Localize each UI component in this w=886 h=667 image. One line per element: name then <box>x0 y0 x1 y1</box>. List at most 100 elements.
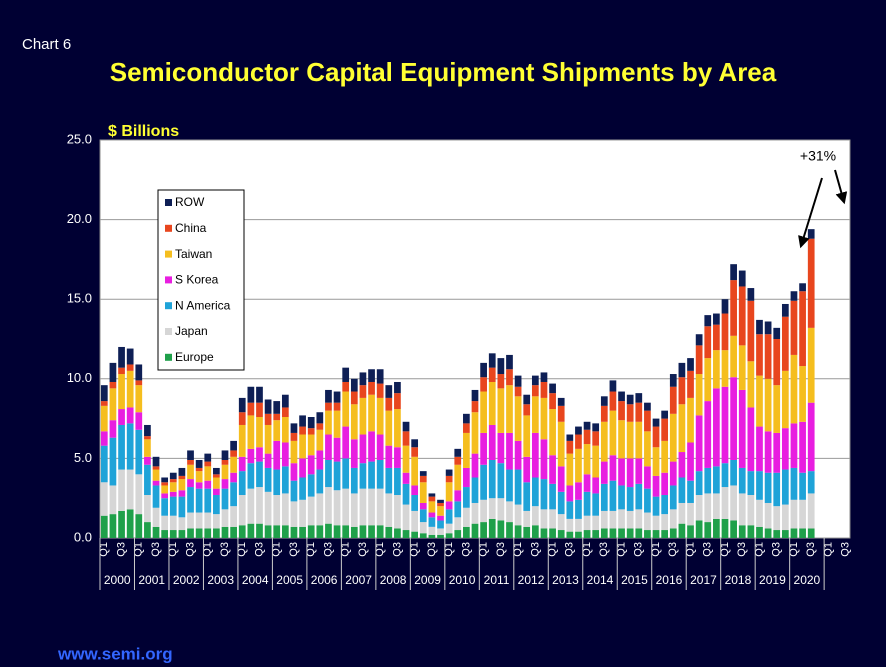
bar-segment <box>230 472 237 483</box>
bar-segment <box>152 466 160 470</box>
bar-segment <box>264 413 272 425</box>
bar-segment <box>376 397 384 435</box>
bar-segment <box>661 472 669 496</box>
bar-segment <box>540 439 548 480</box>
bar-segment <box>557 530 565 538</box>
bar-segment <box>385 493 393 527</box>
bar-segment <box>480 464 487 500</box>
bar-segment <box>661 495 669 515</box>
bar-segment <box>747 288 755 301</box>
bar-segment <box>764 472 772 503</box>
bar-segment <box>600 461 608 484</box>
bar-segment <box>161 485 169 494</box>
bar-segment <box>161 493 169 499</box>
bar-segment <box>213 477 220 489</box>
bar-segment <box>419 482 427 503</box>
bar-segment <box>488 353 496 368</box>
bar-segment <box>635 509 643 529</box>
bar-segment <box>600 421 608 462</box>
legend-label: N America <box>175 298 231 312</box>
bar-segment <box>359 525 367 538</box>
bar-segment <box>411 495 419 511</box>
x-tick-label: Q1 <box>581 542 593 557</box>
bar-segment <box>531 432 539 478</box>
bar-segment <box>557 491 565 515</box>
bar-segment <box>238 471 246 496</box>
bar-segment <box>678 502 686 524</box>
bar-segment <box>678 377 686 405</box>
bar-segment <box>359 385 367 398</box>
bar-segment <box>290 463 298 481</box>
bar-segment <box>144 522 151 538</box>
bar-segment <box>238 397 246 413</box>
bar-segment <box>126 423 134 470</box>
bar-segment <box>497 358 505 375</box>
bar-segment <box>368 488 375 526</box>
bar-segment <box>299 426 306 435</box>
bar-segment <box>661 514 669 531</box>
bar-segment <box>161 498 169 516</box>
bar-segment <box>523 404 531 416</box>
bar-segment <box>635 528 643 538</box>
bar-segment <box>299 499 306 527</box>
bar-segment <box>600 396 608 406</box>
bar-segment <box>747 495 755 526</box>
bar-segment <box>799 421 806 473</box>
y-tick-label: 25.0 <box>67 131 92 146</box>
bar-segment <box>592 445 600 478</box>
bar-segment <box>773 506 781 531</box>
bar-segment <box>281 525 289 538</box>
bar-segment <box>204 528 212 538</box>
bar-segment <box>618 420 625 459</box>
bar-segment <box>428 501 436 513</box>
bar-segment <box>411 510 419 532</box>
bar-segment <box>169 515 177 531</box>
bar-segment <box>781 316 789 371</box>
bar-segment <box>463 413 470 424</box>
bar-segment <box>807 493 815 529</box>
bar-segment <box>230 506 237 527</box>
bar-segment <box>213 514 220 529</box>
x-tick-label: Q1 <box>271 542 283 557</box>
bar-segment <box>161 482 169 486</box>
bar-segment <box>678 452 686 478</box>
year-label: 2011 <box>484 573 510 587</box>
chart-label: Chart 6 <box>22 36 71 53</box>
bar-segment <box>247 488 255 524</box>
bar-segment <box>394 381 401 394</box>
bar-segment <box>600 510 608 529</box>
bar-segment <box>506 432 513 470</box>
bar-segment <box>264 467 272 492</box>
bar-segment <box>100 401 108 406</box>
bar-segment <box>290 423 298 433</box>
bar-segment <box>238 456 246 472</box>
bar-segment <box>281 407 289 418</box>
bar-segment <box>376 459 384 489</box>
bar-segment <box>575 482 582 500</box>
bar-segment <box>126 348 134 365</box>
bar-segment <box>213 474 220 478</box>
bar-segment <box>178 467 186 476</box>
bar-segment <box>376 369 384 384</box>
bar-segment <box>325 523 332 538</box>
bar-segment <box>807 229 815 239</box>
bar-segment <box>152 526 160 538</box>
bar-segment <box>618 509 625 529</box>
bar-segment <box>514 469 522 505</box>
bar-segment <box>230 450 237 457</box>
bar-segment <box>531 396 539 433</box>
bar-segment <box>600 405 608 422</box>
bar-segment <box>566 531 574 538</box>
bar-segment <box>187 459 194 465</box>
bar-segment <box>618 391 625 402</box>
bar-segment <box>497 520 505 538</box>
bar-segment <box>290 480 298 502</box>
bar-segment <box>376 383 384 398</box>
x-tick-label: Q1 <box>546 542 558 557</box>
bar-segment <box>644 488 651 513</box>
bar-segment <box>126 370 134 408</box>
bar-segment <box>178 530 186 538</box>
bar-segment <box>195 488 203 513</box>
bar-segment <box>540 509 548 529</box>
bar-segment <box>609 391 617 411</box>
